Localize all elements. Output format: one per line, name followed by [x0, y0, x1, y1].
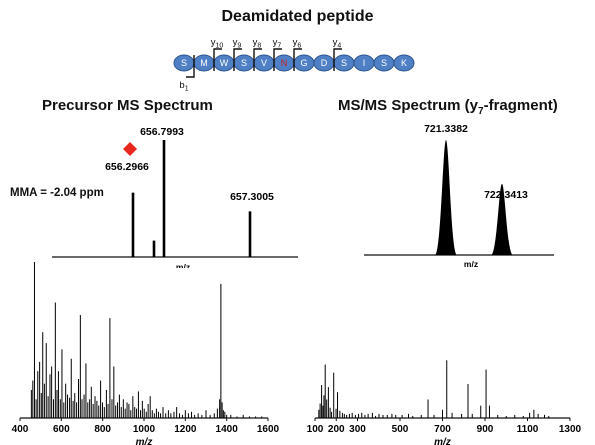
residue-letter: S [341, 58, 347, 68]
y-ion-label: y6 [293, 37, 302, 50]
right-spectrum-axis-title: m/z [434, 437, 451, 445]
residue-circle [393, 54, 415, 72]
precursor-title: Precursor MS Spectrum [42, 97, 213, 114]
precursor-peak [162, 140, 166, 257]
residue-letter: W [220, 58, 229, 68]
right-spectrum-tick-label: 1100 [517, 424, 539, 435]
right-spectrum-tick-label: 1300 [559, 424, 582, 435]
residue-letter: G [300, 58, 307, 68]
y-ion-bracket [233, 48, 242, 71]
residue-letter: V [261, 58, 267, 68]
y-ion-bracket [273, 48, 282, 71]
precursor-peak [248, 211, 252, 257]
msms-title: MS/MS Spectrum (y7-fragment) [338, 97, 558, 117]
residue-letter: S [181, 58, 187, 68]
residue-letter: N [281, 58, 288, 68]
msms-title-end: -fragment) [483, 97, 558, 114]
residue-letter: S [241, 58, 247, 68]
precursor-peak [152, 240, 156, 257]
residue-letter: S [381, 58, 387, 68]
y-ion-label: y8 [253, 37, 262, 50]
right-spectrum-tick-label: 700 [434, 424, 451, 435]
right-spectrum-tick-label: 500 [392, 424, 409, 435]
msms-peak-label: 722.3413 [484, 189, 528, 201]
mma-label: MMA = -2.04 ppm [10, 187, 104, 199]
msms-peak [491, 183, 513, 255]
left-spectrum-tick-label: 1600 [257, 424, 280, 435]
left-spectrum-tick-label: 1000 [133, 424, 156, 435]
left-spectrum-tick-label: 400 [12, 424, 29, 435]
msms-inset: 721.3382 722.3413 m/z [364, 123, 554, 268]
y-ion-label: y4 [333, 37, 342, 50]
diamond-marker-icon [123, 142, 137, 156]
precursor-peak [131, 192, 135, 257]
msms-axis-label: m/z [464, 259, 478, 268]
left-spectrum-tick-label: 1400 [216, 424, 239, 435]
y-ion-label: y10 [211, 37, 224, 50]
msms-peak [435, 140, 457, 255]
b-ion-bracket [186, 55, 195, 78]
y-ion-label: y9 [233, 37, 242, 50]
b-ion-label: b1 [179, 80, 188, 93]
msms-title-main: MS/MS Spectrum (y [338, 97, 479, 114]
precursor-inset: 656.2966 656.7993 657.3005 m/z [52, 126, 298, 268]
precursor-axis-label: m/z [176, 262, 190, 268]
precursor-peak-label: 656.2966 [105, 161, 149, 173]
y-ion-label: y7 [273, 37, 282, 50]
right-spectrum-tick-label: 200 [328, 424, 345, 435]
left-spectrum-tick-label: 1200 [174, 424, 197, 435]
precursor-peak-label: 657.3005 [230, 191, 274, 203]
msms-peak-label: 721.3382 [424, 123, 468, 135]
page-title: Deamidated peptide [221, 8, 374, 25]
right-spectrum-tick-label: 300 [349, 424, 366, 435]
left-spectrum-tick-label: 800 [94, 424, 111, 435]
left-spectrum-tick-label: 600 [53, 424, 70, 435]
residue-letter: M [200, 58, 208, 68]
residue-letter: D [321, 58, 328, 68]
residue-letter: K [401, 58, 407, 68]
right-spectrum-tick-label: 900 [477, 424, 494, 435]
y-ion-bracket [253, 48, 262, 71]
msms-title-sub: 7 [478, 106, 484, 117]
residue-letter: I [363, 58, 366, 68]
left-spectrum-axis-title: m/z [136, 437, 153, 445]
precursor-peak-label: 656.7993 [140, 126, 184, 138]
right-spectrum-tick-label: 100 [307, 424, 324, 435]
y-ion-bracket [333, 48, 342, 71]
full-spectra: 400 600 800 1000 1200 1400 1600 m/z 100 200 300 50… [12, 262, 582, 445]
y-ion-bracket [293, 48, 302, 71]
y-ion-bracket [213, 48, 222, 71]
